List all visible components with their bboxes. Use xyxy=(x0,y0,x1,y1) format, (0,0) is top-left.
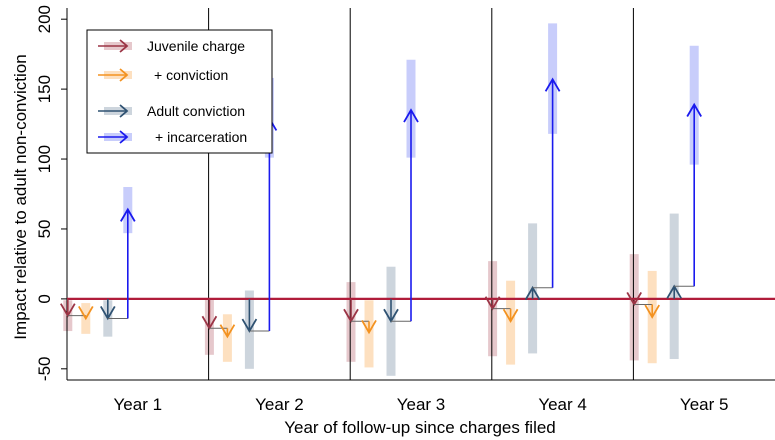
arrow-head xyxy=(502,308,519,324)
arrow-head xyxy=(120,207,136,222)
legend-label-adult-conviction: Adult conviction xyxy=(147,103,245,119)
arrow-conviction-year-3 xyxy=(361,319,377,335)
arrow-incarceration-year-3 xyxy=(403,108,419,322)
legend-label-conviction: + conviction xyxy=(154,67,228,83)
arrow-conviction-year-5 xyxy=(644,304,660,319)
y-tick-label: 0 xyxy=(35,294,54,303)
arrow-incarceration-year-4 xyxy=(544,77,561,288)
arrow-head xyxy=(403,108,419,123)
y-tick-label: 50 xyxy=(35,220,54,239)
arrow-conviction-year-2 xyxy=(219,324,236,339)
y-tick-label: 150 xyxy=(35,75,54,103)
arrow-head xyxy=(544,77,561,92)
y-tick-label: 200 xyxy=(35,5,54,33)
y-axis: -50 0 50 100 150 200 Year 1 Year 2 Year 3 Year 4 Y… xyxy=(35,5,728,414)
ci-bar-juvenile-charge-year-5 xyxy=(629,254,639,361)
legend-label-juvenile-charge: Juvenile charge xyxy=(147,38,245,54)
effect-arrows xyxy=(60,77,702,339)
arrow-adult-conviction-year-1 xyxy=(100,298,116,321)
arrow-head xyxy=(361,319,377,335)
arrow-head xyxy=(219,324,236,339)
legend-arrow-head xyxy=(119,104,129,118)
x-axis-label: Year of follow-up since charges filed xyxy=(284,418,556,437)
arrow-head xyxy=(78,306,94,321)
x-tick-label-year-5: Year 5 xyxy=(680,395,729,414)
x-tick-label-year-2: Year 2 xyxy=(255,395,304,414)
y-axis-label: Impact relative to adult non-conviction xyxy=(11,54,30,339)
legend-label-incarceration: + incarceration xyxy=(155,129,247,145)
arrow-conviction-year-4 xyxy=(502,308,519,324)
legend-arrow-head xyxy=(119,68,129,82)
arrow-juvenile-charge-year-1 xyxy=(60,298,76,318)
x-tick-label-year-3: Year 3 xyxy=(397,395,446,414)
arrow-juvenile-charge-year-3 xyxy=(343,298,359,324)
arrow-adult-conviction-year-5 xyxy=(666,284,682,299)
arrow-incarceration-year-5 xyxy=(686,102,702,287)
arrow-adult-conviction-year-3 xyxy=(383,298,399,324)
arrow-juvenile-charge-year-2 xyxy=(201,298,218,331)
arrow-adult-conviction-year-2 xyxy=(241,298,258,333)
x-tick-label-year-1: Year 1 xyxy=(114,395,163,414)
x-tick-label-year-4: Year 4 xyxy=(538,395,587,414)
arrow-incarceration-year-1 xyxy=(120,207,136,319)
legend-arrow-head xyxy=(119,130,129,144)
arrow-conviction-year-1 xyxy=(78,306,94,321)
legend: Juvenile charge + conviction Adult convict… xyxy=(86,29,273,154)
legend-box xyxy=(86,29,273,154)
legend-arrow-head xyxy=(119,39,129,53)
y-tick-label: 100 xyxy=(35,145,54,173)
y-tick-label: -50 xyxy=(35,357,54,382)
arrow-head xyxy=(686,102,702,117)
arrow-head xyxy=(644,304,660,319)
